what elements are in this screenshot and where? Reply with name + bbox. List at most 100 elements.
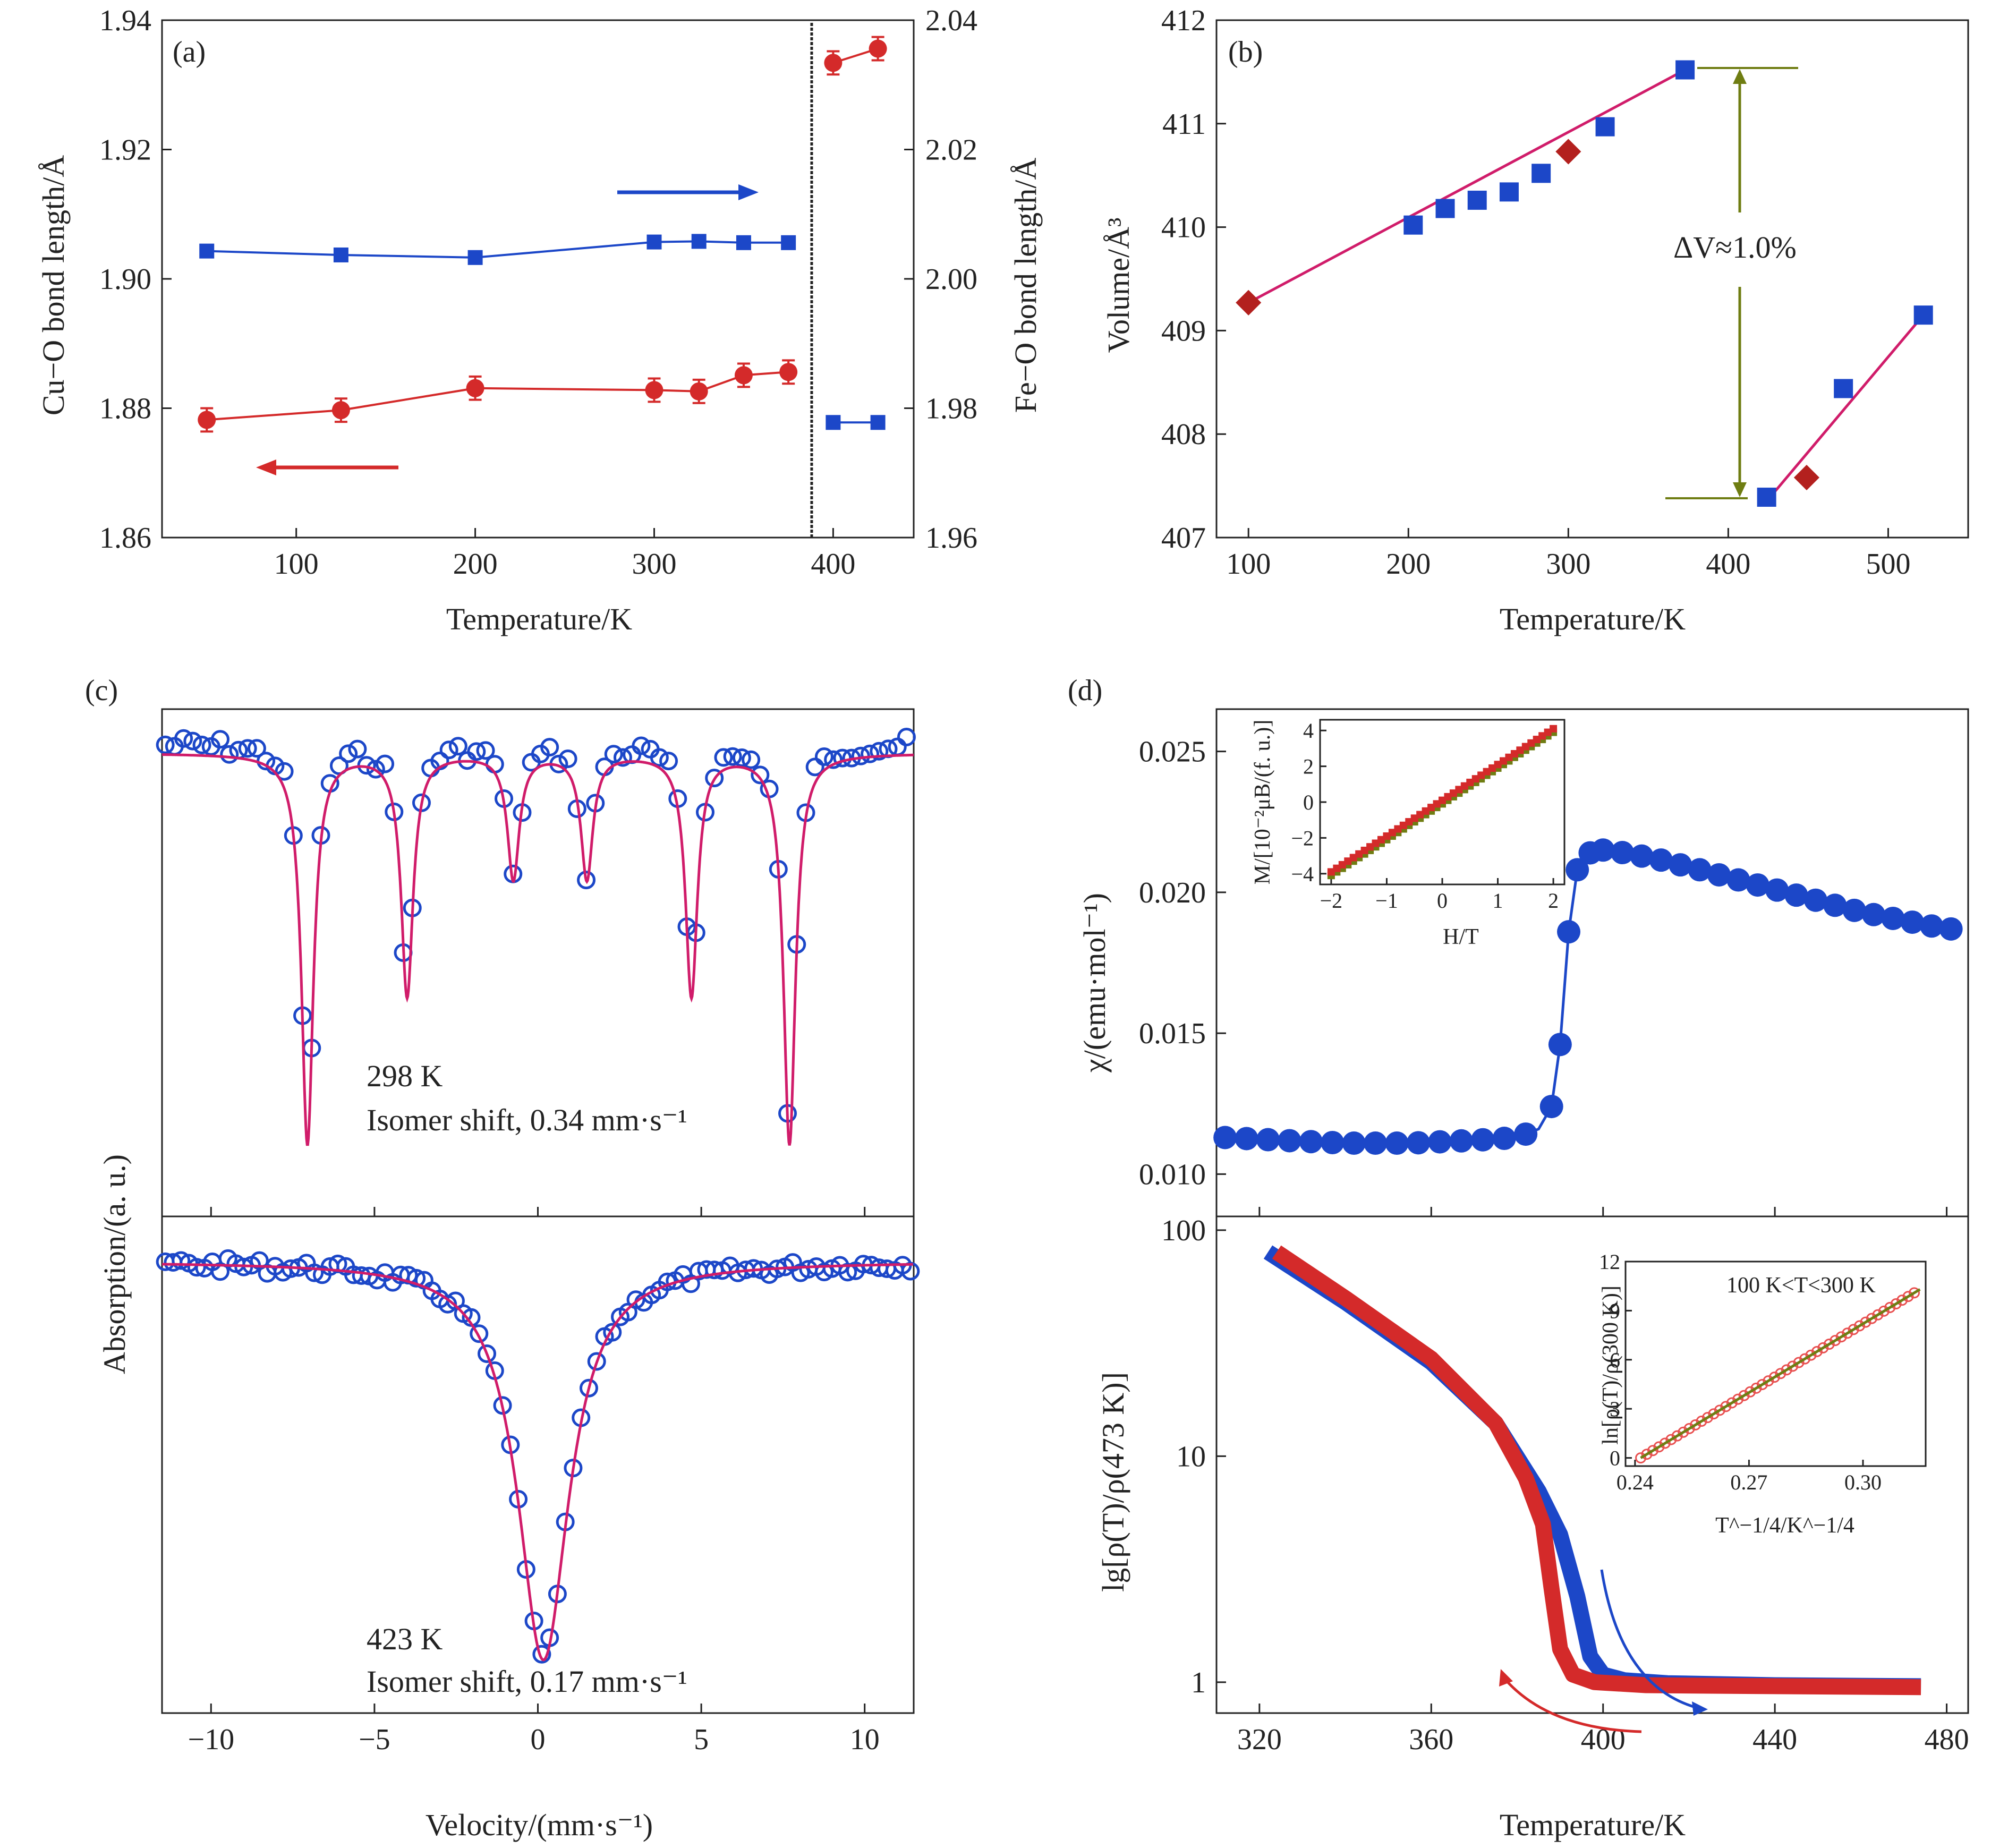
panel-a-point xyxy=(870,415,886,430)
panel-b-xtick-label: 400 xyxy=(1706,548,1750,581)
panel-c: (c) Velocity/(mm·s⁻¹) Absorption/(a. u.)… xyxy=(85,674,920,1842)
panel-d-letter: (d) xyxy=(1068,674,1102,707)
panel-c-xtick-label: 0 xyxy=(531,1723,546,1756)
panel-d-inset2-point xyxy=(1701,1412,1713,1424)
panel-d-bottom-ytick-label: 1 xyxy=(1191,1666,1206,1699)
panel-d-chi-point xyxy=(1471,1128,1495,1152)
panel-c-bottom-data-point xyxy=(579,1378,598,1398)
panel-d-inset2-point xyxy=(1690,1419,1701,1430)
panel-a-ytick-label: 1.94 xyxy=(99,4,151,37)
panel-d-cooling-arrowhead xyxy=(1499,1669,1513,1687)
panel-c-bottom-data-point xyxy=(407,1268,426,1288)
panel-d-chi-point xyxy=(1256,1128,1280,1152)
panel-c-top-data-point xyxy=(485,755,504,774)
panel-d-inset2-title: 100 K<T<300 K xyxy=(1726,1273,1876,1298)
panel-c-top-frame xyxy=(161,708,915,1217)
panel-d-cooling-curve xyxy=(1272,1245,1921,1696)
panel-d-inset2-point xyxy=(1775,1368,1786,1379)
panel-d-chi-point xyxy=(1669,853,1692,877)
panel-c-top-data-point xyxy=(632,736,651,755)
panel-d-chi-point xyxy=(1900,910,1924,934)
panel-d-inset2-point xyxy=(1678,1426,1689,1438)
panel-c-top-data-point xyxy=(558,749,577,768)
panel-b: (b) Temperature/K Volume/Å³ 100 200 300 400… xyxy=(1101,4,1969,636)
panel-b-diamond-point xyxy=(1793,464,1819,491)
panel-d-xlabel: Temperature/K xyxy=(1500,1808,1686,1842)
panel-a-point xyxy=(779,363,798,381)
panel-d-inset2-point xyxy=(1787,1360,1799,1372)
panel-d-inset2-point xyxy=(1726,1397,1738,1409)
panel-d-inset2-point xyxy=(1665,1434,1677,1445)
panel-c-top-data-point xyxy=(275,762,294,781)
panel-d-inset2-point xyxy=(1653,1441,1665,1453)
panel-d-inset1-ytick-label: 2 xyxy=(1303,755,1314,779)
panel-a-point xyxy=(690,382,708,401)
panel-b-fit-line xyxy=(1248,69,1686,304)
panel-c-top-data-point xyxy=(183,731,202,751)
panel-a-point xyxy=(824,54,843,72)
panel-d-xtick-label: 440 xyxy=(1752,1723,1797,1756)
panel-b-ytick-label: 412 xyxy=(1161,4,1206,37)
panel-a-point xyxy=(466,379,484,397)
panel-d-chi-point xyxy=(1407,1131,1431,1155)
panel-c-top-data-point xyxy=(751,765,770,785)
panel-c-bottom-data-point xyxy=(587,1352,606,1371)
panel-d-chi-point xyxy=(1385,1131,1409,1155)
panel-d-chi-point xyxy=(1688,858,1712,882)
panel-d-inset1-ytick-label: 4 xyxy=(1303,719,1314,743)
panel-d-chi-point xyxy=(1364,1131,1388,1155)
panel-c-top-data-point xyxy=(897,727,916,746)
panel-d-inset2-xlabel: T^−1/4/K^−1/4 xyxy=(1715,1513,1854,1538)
panel-a-ytick-label: 1.92 xyxy=(99,134,151,167)
panel-d-inset2-ytick-label: 6 xyxy=(1610,1348,1620,1372)
panel-b-xtick-label: 200 xyxy=(1386,548,1431,581)
panel-c-top-data-point xyxy=(211,730,230,749)
panel-c-xtick-label: −10 xyxy=(188,1723,234,1756)
panel-b-square-point xyxy=(1531,164,1551,183)
panel-d-xtick-label: 320 xyxy=(1237,1723,1282,1756)
panel-d-inset2-point xyxy=(1708,1408,1720,1420)
panel-d-inset2-point xyxy=(1781,1364,1792,1376)
panel-d-top-ytick-label: 0.015 xyxy=(1139,1017,1206,1050)
panel-b-square-point xyxy=(1595,117,1615,137)
panel-d-inset2-point xyxy=(1714,1404,1725,1416)
panel-d-inset2-point xyxy=(1902,1291,1914,1302)
panel-b-ytick-label: 411 xyxy=(1162,108,1206,141)
panel-a-point xyxy=(734,366,753,385)
panel-d-inset2-point xyxy=(1805,1349,1817,1361)
panel-c-top-data-point xyxy=(220,745,239,764)
panel-d-chi-point xyxy=(1548,1033,1572,1057)
panel-a-point xyxy=(198,411,216,429)
panel-c-top-data-point xyxy=(348,739,367,759)
panel-d-top-ytick-label: 0.025 xyxy=(1139,736,1206,769)
panel-d-chi-point xyxy=(1939,917,1963,941)
panel-d-inset1-ytick-label: −4 xyxy=(1291,862,1314,886)
panel-c-top-data-point xyxy=(861,744,880,763)
panel-d-inset1-point xyxy=(1550,725,1558,733)
panel-c-top-data-point xyxy=(540,738,559,757)
panel-b-square-point xyxy=(1467,190,1487,210)
panel-c-top-data-point xyxy=(448,737,467,756)
panel-d-chi-point xyxy=(1784,883,1808,907)
panel-d-inset2-point xyxy=(1830,1335,1841,1347)
panel-c-top-data-point xyxy=(613,748,632,767)
panel-a-ytick-label: 1.86 xyxy=(99,522,151,555)
panel-d-inset2-point xyxy=(1659,1437,1671,1449)
panel-a-y2label: Fe−O bond length/Å xyxy=(1008,158,1043,413)
panel-c-bottom-data-point xyxy=(328,1254,347,1273)
panel-a-xlabel: Temperature/K xyxy=(446,602,632,636)
panel-d-chi-point xyxy=(1630,844,1654,868)
panel-d-top-ylabel: χ/(emu·mol⁻¹) xyxy=(1077,893,1112,1073)
panel-a-point xyxy=(331,401,350,420)
panel-c-top-data-point xyxy=(366,760,385,779)
panel-a-red-arrow xyxy=(256,459,398,475)
panel-b-square-point xyxy=(1435,199,1455,218)
panel-b-square-point xyxy=(1834,379,1853,398)
panel-d-chi-point xyxy=(1213,1126,1237,1149)
panel-c-top-data-point xyxy=(467,742,486,761)
panel-c-top-data-point xyxy=(732,748,751,767)
panel-c-top-data-point xyxy=(742,750,761,769)
panel-d-chi-point xyxy=(1823,893,1847,917)
